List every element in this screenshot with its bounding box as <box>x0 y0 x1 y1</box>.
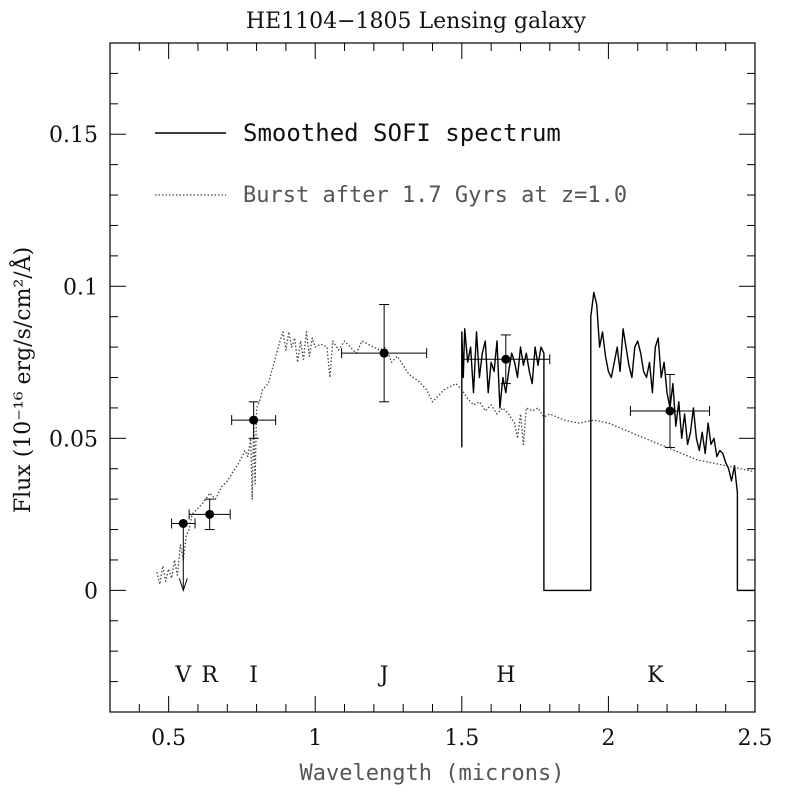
y-tick-label: 0 <box>84 579 98 604</box>
band-label-K: K <box>647 663 664 688</box>
x-tick-label: 2 <box>601 726 615 751</box>
photometry-point-R <box>205 509 215 519</box>
x-tick-label: 1.5 <box>444 726 479 751</box>
x-tick-label: 0.5 <box>151 726 186 751</box>
sofi-spectrum-line <box>461 291 755 592</box>
x-axis-label: Wavelength (microns) <box>300 761 565 786</box>
band-label-H: H <box>496 663 515 688</box>
band-label-J: J <box>378 663 389 688</box>
photometry-point-V <box>178 518 188 528</box>
upper-limit-arrowhead <box>178 578 188 592</box>
x-tick-labels: 0.5 1 1.5 2 2.5 <box>151 726 772 751</box>
photometry-point-J <box>379 348 389 358</box>
band-label-I: I <box>249 663 258 688</box>
photometry-layer <box>171 304 711 592</box>
series-layer <box>156 291 756 592</box>
chart-title: HE1104−1805 Lensing galaxy <box>246 9 587 34</box>
y-axis-label: Flux (10⁻¹⁶ erg/s/cm²/Å) <box>8 247 36 513</box>
legend-solid-label: Smoothed SOFI spectrum <box>243 119 561 147</box>
y-tick-labels: 0 0.05 0.1 0.15 <box>49 123 98 604</box>
legend-dotted-label: Burst after 1.7 Gyrs at z=1.0 <box>243 183 627 208</box>
y-tick-label: 0.05 <box>49 427 98 452</box>
x-tick-label: 2.5 <box>738 726 773 751</box>
band-label-R: R <box>201 663 219 688</box>
axis-ticks <box>109 42 756 713</box>
legend: Smoothed SOFI spectrum Burst after 1.7 G… <box>155 119 627 208</box>
y-tick-label: 0.1 <box>63 275 98 300</box>
photometry-point-I <box>249 415 259 425</box>
model-spectrum-line <box>156 331 756 585</box>
x-tick-label: 1 <box>308 726 322 751</box>
band-label-V: V <box>174 663 192 688</box>
photometry-point-K <box>665 406 675 416</box>
y-tick-label: 0.15 <box>49 123 98 148</box>
photometry-point-H <box>501 354 511 364</box>
